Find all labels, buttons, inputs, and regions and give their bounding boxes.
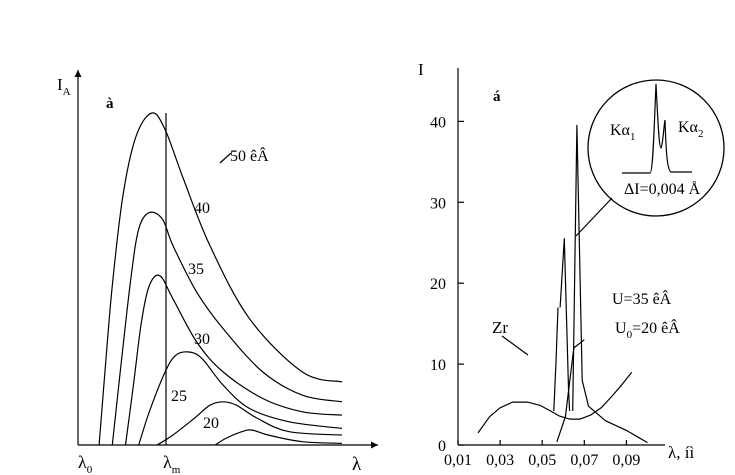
series-label-35: 35 <box>188 261 204 278</box>
y-tick-label-0: 0 <box>438 438 446 455</box>
series-line-3 <box>138 351 343 446</box>
inset-peak-curve <box>622 83 692 174</box>
y-tick-label-40: 40 <box>430 114 446 131</box>
panel-a-label: à <box>106 96 114 112</box>
series-label-25: 25 <box>171 388 187 405</box>
inset-width-label: ΔI=0,004 Å <box>624 180 701 198</box>
chart-panel-b: I á 0 10 20 30 40 0,01 0,03 0,05 0,07 0,09 λ, íì… <box>418 60 725 469</box>
panel-b-curves <box>477 124 648 444</box>
spectrum-segment-0 <box>477 371 633 434</box>
y-tick-label-30: 30 <box>430 195 446 212</box>
x-tick-label-0,07: 0,07 <box>570 452 598 469</box>
series-line-2 <box>124 274 343 446</box>
series-line-0 <box>98 112 343 446</box>
panel-b-y-ticks: 0 10 20 30 40 <box>430 114 464 455</box>
chart-panel-a: IA à λ λ0 λm 50 êÂ 40 35 30 25 20 <box>57 70 378 475</box>
tick-label-lambda-0: λ0 <box>78 452 93 475</box>
series-label-30: 30 <box>194 331 210 348</box>
series-label-50: 50 êÂ <box>230 146 269 165</box>
inset-ka2-label: Kα2 <box>678 119 703 140</box>
tick-label-lambda-m: λm <box>163 452 181 475</box>
series-label-40: 40 <box>194 200 210 217</box>
threshold-voltage-label: U0=20 êÂ <box>615 318 680 341</box>
zr-leader <box>501 335 529 356</box>
series-line-1 <box>111 211 343 446</box>
panel-b-y-label: I <box>418 60 424 79</box>
panel-a-x-label: λ <box>352 454 362 475</box>
leader-50 <box>219 152 232 164</box>
panel-a-y-label: IA <box>57 75 71 98</box>
series-label-20: 20 <box>203 415 219 432</box>
spectrum-segment-4 <box>556 339 585 442</box>
spectrum-segment-1 <box>553 307 559 412</box>
spectrum-segment-2 <box>559 238 571 412</box>
y-tick-label-20: 20 <box>430 276 446 293</box>
x-tick-label-0,09: 0,09 <box>612 452 640 469</box>
inset-leader <box>575 197 613 237</box>
inset-ka1-label: Kα1 <box>610 122 635 143</box>
panel-b-x-ticks: 0,01 0,03 0,05 0,07 0,09 <box>444 440 640 469</box>
voltage-label: U=35 êÂ <box>612 289 672 308</box>
y-tick-label-10: 10 <box>430 357 446 374</box>
panel-b-label: á <box>493 89 501 105</box>
panel-a-curves <box>98 112 343 446</box>
x-tick-label-0,05: 0,05 <box>528 452 556 469</box>
panel-b-x-label: λ, íì <box>668 443 694 462</box>
zr-label: Zr <box>492 318 508 337</box>
x-tick-label-0,01: 0,01 <box>444 452 472 469</box>
spectrum-segment-3 <box>572 124 648 444</box>
series-line-4 <box>156 401 343 446</box>
series-line-5 <box>214 429 343 446</box>
inset-circle <box>587 79 725 217</box>
x-tick-label-0,03: 0,03 <box>486 452 514 469</box>
